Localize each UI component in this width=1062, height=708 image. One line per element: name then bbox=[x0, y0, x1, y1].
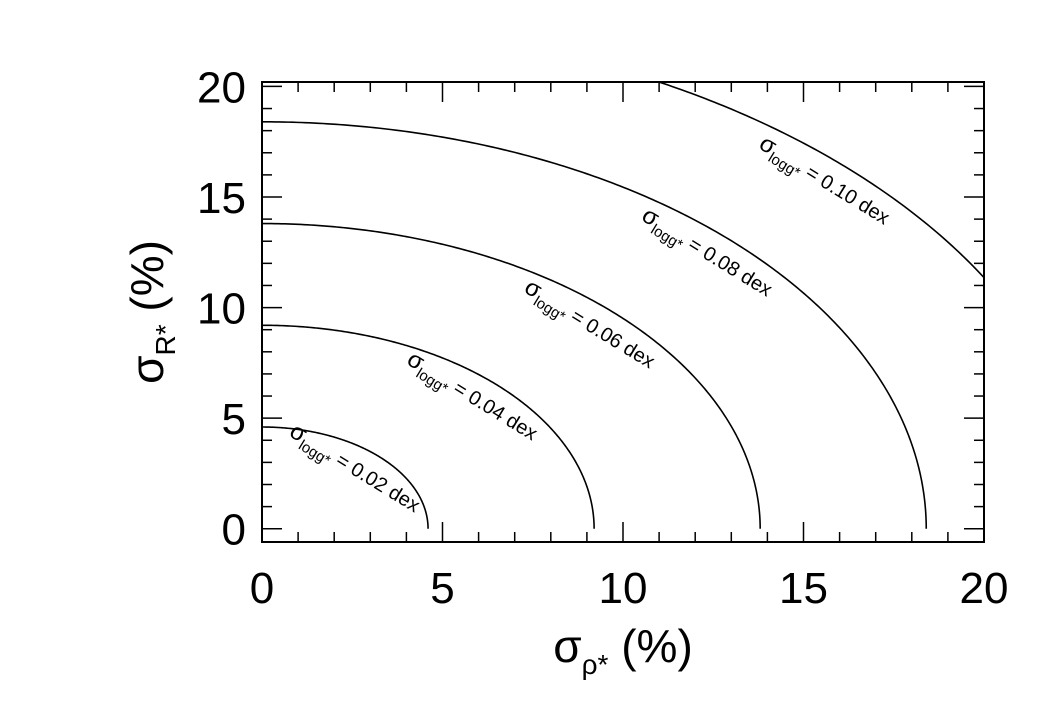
contour-line bbox=[262, 426, 429, 529]
contour-line bbox=[262, 222, 761, 529]
x-tick-label: 0 bbox=[250, 564, 274, 613]
x-tick-label: 15 bbox=[779, 564, 828, 613]
tick-labels: 0 5 10 15 20 0 5 10 15 20 bbox=[197, 63, 1008, 613]
contour-label-group: σlogg* = 0.02 dex bbox=[283, 417, 426, 521]
contour-line bbox=[262, 324, 595, 529]
y-tick-label: 20 bbox=[197, 63, 246, 112]
y-tick-label: 5 bbox=[222, 395, 246, 444]
x-axis-title: σρ* (%) bbox=[553, 620, 693, 680]
axis-ticks bbox=[261, 82, 985, 542]
y-axis-title: σR* (%) bbox=[121, 240, 181, 384]
x-tick-label: 10 bbox=[599, 564, 648, 613]
contour-label-group: σlogg* = 0.06 dex bbox=[518, 273, 661, 377]
contour-line bbox=[656, 82, 984, 279]
plot-frame bbox=[261, 81, 985, 543]
contour-label: σlogg* = 0.06 dex bbox=[518, 273, 661, 377]
y-tick-label: 0 bbox=[222, 506, 246, 555]
contour-label-group: σlogg* = 0.04 dex bbox=[400, 345, 543, 449]
contour-label-group: σlogg* = 0.10 dex bbox=[752, 130, 895, 234]
y-tick-label: 10 bbox=[197, 285, 246, 334]
contour-lines bbox=[262, 82, 984, 529]
y-tick-label: 15 bbox=[197, 174, 246, 223]
contour-label: σlogg* = 0.10 dex bbox=[752, 130, 895, 234]
x-tick-label: 5 bbox=[430, 564, 454, 613]
contour-line bbox=[262, 121, 928, 529]
contour-label: σlogg* = 0.08 dex bbox=[635, 201, 778, 305]
contour-label-group: σlogg* = 0.08 dex bbox=[635, 201, 778, 305]
x-tick-label: 20 bbox=[960, 564, 1009, 613]
contour-label: σlogg* = 0.04 dex bbox=[400, 345, 543, 449]
contour-label: σlogg* = 0.02 dex bbox=[283, 417, 426, 521]
